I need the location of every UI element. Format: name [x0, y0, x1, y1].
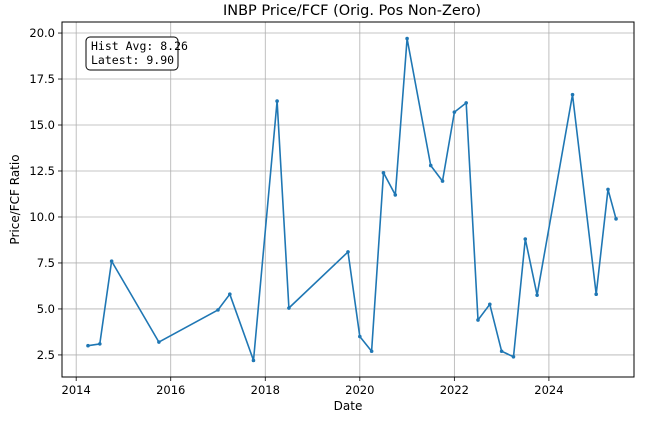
- y-tick-label: 12.5: [29, 164, 55, 178]
- data-point: [228, 292, 232, 297]
- data-point: [476, 318, 480, 322]
- stats-annotation: Hist Avg: 8.26 Latest: 9.90: [85, 36, 188, 71]
- annotation-latest: Latest: 9.90: [91, 53, 174, 67]
- y-tick-label: 7.5: [37, 256, 55, 270]
- data-point: [440, 179, 445, 183]
- annotation-box: [85, 36, 179, 71]
- plot-area: [61, 21, 635, 378]
- data-point: [594, 292, 598, 297]
- data-point: [606, 187, 610, 192]
- x-tick-label: 2024: [534, 383, 563, 397]
- y-tick-label: 17.5: [29, 72, 55, 86]
- data-point: [287, 306, 291, 310]
- x-axis-label: Date: [334, 399, 363, 413]
- data-point: [381, 171, 386, 175]
- data-point: [251, 358, 256, 363]
- y-tick-label: 5.0: [37, 302, 55, 316]
- x-tick-label: 2014: [62, 383, 91, 397]
- data-point: [570, 92, 575, 97]
- y-tick-label: 15.0: [29, 118, 55, 132]
- chart-title: INBP Price/FCF (Orig. Pos Non-Zero): [223, 3, 481, 19]
- y-tick-label: 2.5: [37, 348, 55, 362]
- x-tick-label: 2022: [440, 383, 469, 397]
- data-point: [464, 101, 468, 105]
- annotation-hist-avg: Hist Avg: 8.26: [91, 39, 188, 53]
- data-point: [358, 334, 362, 339]
- x-axis: 2014 2016 2018 2020 2022 2024: [62, 377, 564, 397]
- data-point: [452, 110, 457, 114]
- data-point: [216, 308, 220, 312]
- data-point: [157, 340, 161, 344]
- x-tick-label: 2018: [251, 383, 280, 397]
- series-line: [87, 37, 617, 362]
- grid-lines: [62, 22, 634, 377]
- data-point: [428, 163, 433, 168]
- data-point: [393, 193, 398, 197]
- x-tick-label: 2020: [345, 383, 374, 397]
- x-tick-label: 2016: [156, 383, 185, 397]
- series-group: [86, 36, 618, 363]
- data-point: [98, 342, 102, 346]
- data-point: [614, 217, 618, 221]
- data-point: [275, 99, 279, 103]
- y-axis: 2.5 5.0 7.5 10.0 12.5 15.0 17.5 20.0: [29, 26, 62, 362]
- data-point: [488, 302, 492, 307]
- data-point: [405, 36, 409, 41]
- y-tick-label: 20.0: [29, 26, 55, 40]
- data-point: [499, 349, 504, 354]
- y-axis-label: Price/FCF Ratio: [8, 154, 22, 244]
- data-point: [511, 354, 516, 359]
- y-tick-label: 10.0: [29, 210, 55, 224]
- data-point: [86, 343, 90, 348]
- data-point: [535, 293, 539, 297]
- data-point: [109, 259, 114, 263]
- data-point: [346, 250, 350, 254]
- data-point: [523, 237, 528, 241]
- data-point: [369, 349, 374, 354]
